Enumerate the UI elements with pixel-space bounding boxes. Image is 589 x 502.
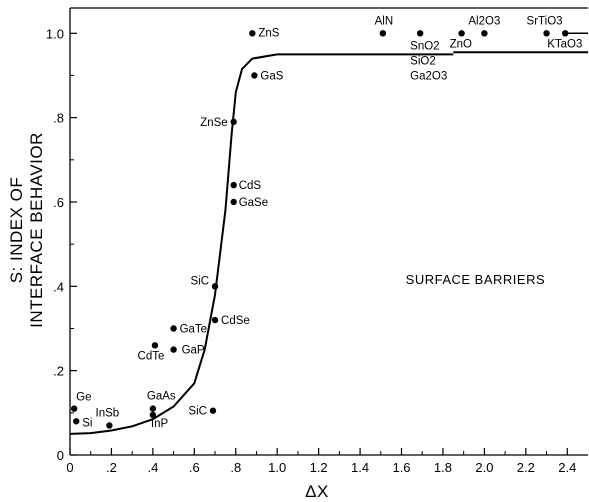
data-point bbox=[149, 411, 157, 419]
y-tick-label: 0 bbox=[57, 448, 64, 463]
x-tick-label: .8 bbox=[230, 460, 241, 475]
data-point bbox=[458, 30, 465, 37]
compound-label: Ga2O3 bbox=[410, 70, 447, 82]
point-label: GaP bbox=[182, 345, 205, 357]
x-tick-label: .2 bbox=[106, 460, 117, 475]
axes: 0 .2 .4 .6 .8 1.0 1.2 1.4 1.6 1.8 2.0 2.2 2.4 0 .2 .4 .6… bbox=[46, 7, 588, 475]
data-point bbox=[481, 30, 488, 37]
x-axis-title: ΔX bbox=[305, 482, 329, 501]
x-tick-label: 1.6 bbox=[392, 460, 410, 475]
x-tick-label: 2.4 bbox=[558, 460, 576, 475]
data-point bbox=[106, 422, 113, 429]
point-label: SiC bbox=[191, 275, 210, 287]
data-point bbox=[151, 342, 159, 349]
data-point bbox=[230, 181, 237, 189]
y-tick-label: .4 bbox=[53, 279, 64, 294]
data-point bbox=[543, 30, 550, 37]
y-axis-title: S: INDEX OF INTERFACE BEHAVIOR bbox=[7, 132, 46, 328]
y-tick-label: .8 bbox=[53, 111, 64, 126]
point-label: SnO2 bbox=[410, 40, 439, 52]
x-tick-label: 0 bbox=[66, 460, 73, 475]
surface-barriers-annotation: SURFACE BARRIERS bbox=[406, 272, 545, 287]
point-label: SiC bbox=[188, 406, 207, 418]
point-label: GaSe bbox=[239, 197, 268, 209]
x-tick-label: 2.0 bbox=[475, 460, 493, 475]
y-axis-title-line: S: INDEX OF bbox=[7, 177, 26, 284]
x-tick-label: 2.2 bbox=[517, 460, 535, 475]
point-label: GaS bbox=[260, 70, 283, 82]
x-tick-label: 1.8 bbox=[434, 460, 452, 475]
trend-curve bbox=[69, 53, 454, 435]
points-layer bbox=[70, 30, 569, 429]
x-tick-label: 1.4 bbox=[351, 460, 369, 475]
data-point bbox=[73, 418, 80, 425]
point-label: KTaO3 bbox=[547, 38, 582, 50]
point-label: Si bbox=[82, 417, 92, 429]
point-label: CdSe bbox=[221, 315, 250, 327]
point-label: InSb bbox=[96, 407, 120, 419]
data-point bbox=[70, 405, 78, 412]
data-point bbox=[562, 30, 569, 37]
y-tick-label: .6 bbox=[53, 195, 64, 210]
point-label: GaTe bbox=[180, 323, 208, 335]
point-label: CdTe bbox=[138, 350, 165, 362]
x-tick-label: 1.0 bbox=[268, 460, 286, 475]
data-point bbox=[249, 30, 256, 37]
data-point bbox=[379, 30, 387, 37]
x-tick-label: 1.2 bbox=[310, 460, 328, 475]
point-label: ZnS bbox=[258, 27, 279, 39]
x-tick-label: .4 bbox=[147, 460, 158, 475]
y-tick-label: .2 bbox=[53, 364, 64, 379]
y-tick-label: 1.0 bbox=[46, 26, 64, 41]
data-point bbox=[211, 316, 219, 324]
data-point bbox=[170, 346, 177, 353]
curve-layer bbox=[69, 32, 588, 435]
labels-layer: Ge Si InSb GaAs InP SiC CdTe GaP GaTe CdSe SiC GaSe… bbox=[76, 15, 582, 430]
point-label: SrTiO3 bbox=[527, 15, 563, 27]
data-point bbox=[170, 325, 177, 332]
x-tick-label: .6 bbox=[189, 460, 200, 475]
compound-label: SiO2 bbox=[410, 55, 436, 67]
point-label: ZnSe bbox=[200, 117, 228, 129]
point-label: GaAs bbox=[147, 391, 176, 403]
data-point bbox=[416, 30, 424, 37]
data-point bbox=[209, 407, 217, 414]
point-label: ZnO bbox=[450, 38, 472, 50]
point-label: Al2O3 bbox=[468, 15, 500, 27]
data-point bbox=[230, 118, 237, 126]
data-point bbox=[251, 72, 258, 79]
data-point bbox=[230, 198, 237, 206]
point-label: CdS bbox=[239, 180, 262, 192]
point-label: InP bbox=[151, 418, 169, 430]
point-label: AlN bbox=[375, 15, 394, 27]
data-point bbox=[149, 405, 157, 412]
point-label: Ge bbox=[76, 392, 91, 404]
data-point bbox=[211, 283, 219, 290]
y-axis-title-line: INTERFACE BEHAVIOR bbox=[27, 132, 46, 328]
